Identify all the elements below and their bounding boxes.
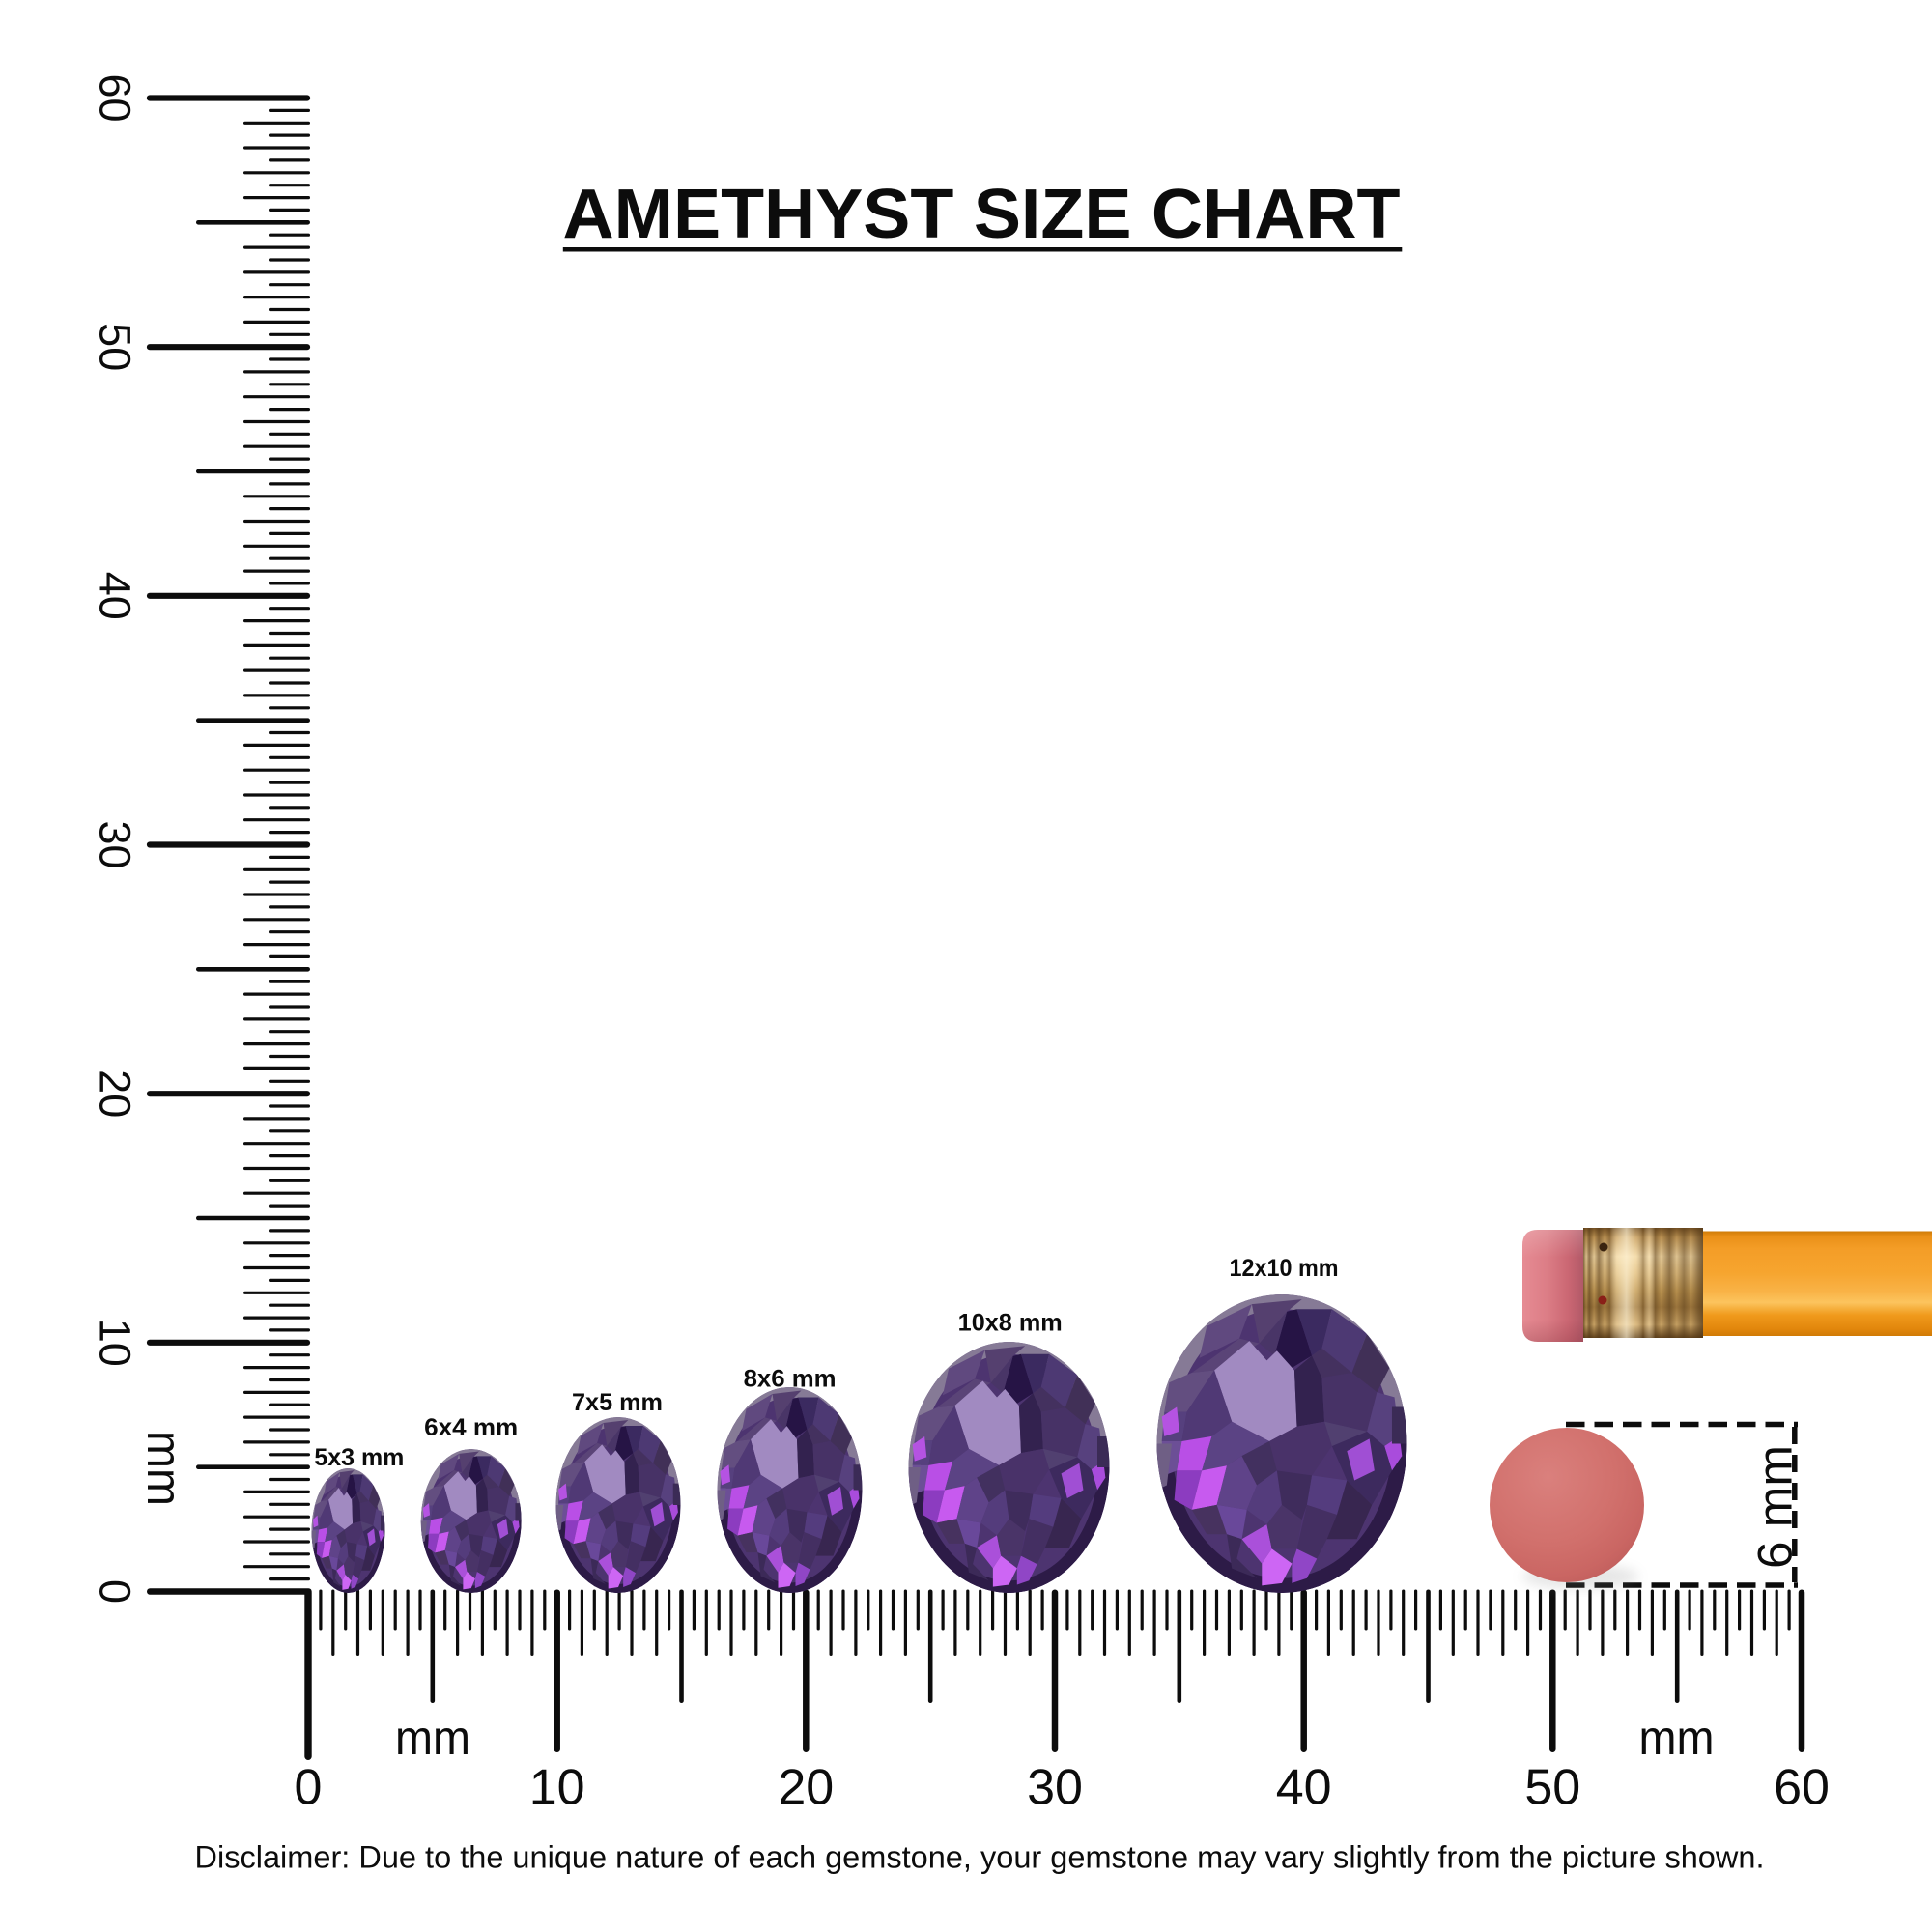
svg-text:60: 60 (1774, 1760, 1830, 1816)
svg-text:40: 40 (91, 572, 140, 620)
svg-text:30: 30 (1027, 1760, 1083, 1816)
svg-text:12x10 mm: 12x10 mm (1230, 1255, 1339, 1282)
svg-text:AMETHYST SIZE CHART: AMETHYST SIZE CHART (563, 176, 1401, 253)
svg-text:8x6 mm: 8x6 mm (744, 1366, 837, 1393)
svg-text:20: 20 (91, 1069, 140, 1118)
svg-text:0: 0 (91, 1579, 140, 1604)
svg-text:mm: mm (395, 1711, 470, 1765)
svg-text:Disclaimer: Due to the unique: Disclaimer: Due to the unique nature of … (195, 1840, 1765, 1875)
svg-text:6x4 mm: 6x4 mm (424, 1414, 518, 1441)
svg-text:10: 10 (91, 1319, 140, 1367)
svg-text:20: 20 (778, 1760, 834, 1816)
svg-text:10x8 mm: 10x8 mm (958, 1310, 1063, 1337)
svg-text:40: 40 (1276, 1760, 1332, 1816)
svg-text:30: 30 (91, 820, 140, 868)
svg-text:mm: mm (137, 1431, 191, 1506)
svg-text:5x3 mm: 5x3 mm (314, 1444, 404, 1471)
svg-text:mm: mm (1639, 1711, 1715, 1765)
svg-text:6 mm: 6 mm (1747, 1445, 1802, 1569)
svg-text:7x5 mm: 7x5 mm (572, 1389, 663, 1416)
svg-text:50: 50 (1524, 1760, 1580, 1816)
svg-text:0: 0 (295, 1760, 323, 1816)
svg-text:50: 50 (91, 323, 140, 371)
svg-text:60: 60 (91, 73, 140, 122)
svg-text:10: 10 (529, 1760, 585, 1816)
